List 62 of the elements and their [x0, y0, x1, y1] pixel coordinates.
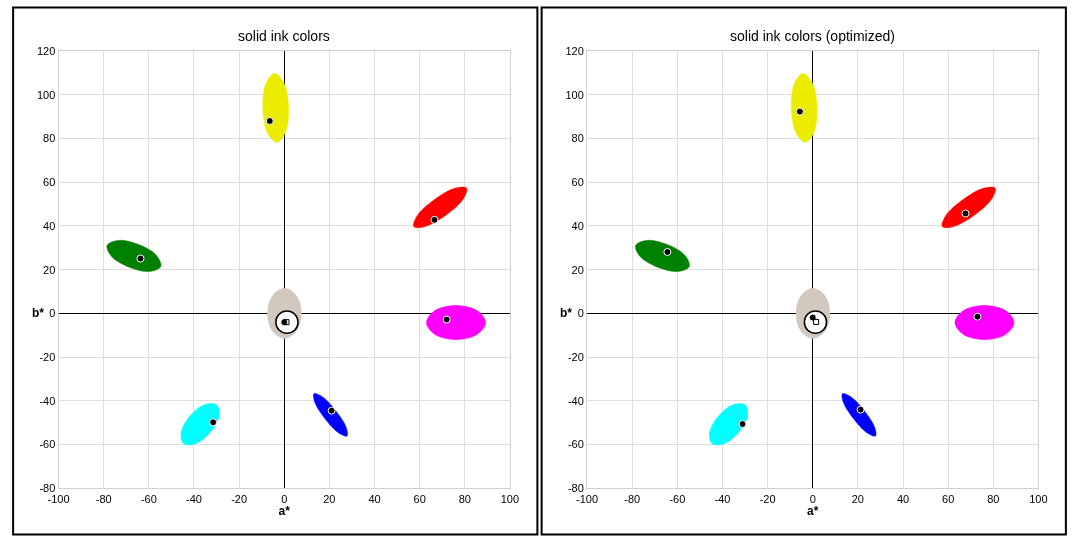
point	[795, 107, 804, 116]
point	[663, 247, 672, 256]
x-tick-label: -40	[186, 492, 202, 505]
x-tick-label: 0	[281, 492, 288, 505]
y-tick-label: 120	[37, 44, 56, 57]
y-tick-label: 80	[43, 132, 56, 145]
y-tick-label: 100	[37, 88, 56, 101]
y-tick-label: 0	[577, 307, 584, 320]
x-tick-label: 0	[809, 492, 816, 505]
x-tick-label: -100	[576, 492, 599, 505]
x-tick-label: 60	[942, 492, 955, 505]
x-tick-label: 40	[896, 492, 910, 505]
point	[430, 215, 439, 224]
x-tick-label: 20	[851, 492, 864, 505]
y-tick-label: 60	[571, 176, 584, 189]
y-tick-label: -20	[567, 350, 584, 363]
y-tick-label: 120	[565, 44, 584, 57]
x-tick-label: 80	[458, 492, 471, 505]
y-tick-label: 100	[565, 88, 584, 101]
y-tick-label: -80	[567, 482, 584, 495]
x-axis-title: a*	[278, 504, 291, 519]
point	[209, 418, 218, 427]
x-tick-label: 100	[1029, 492, 1048, 505]
point	[442, 315, 451, 324]
x-tick-label: -80	[624, 492, 641, 505]
chart-title: solid ink colors (optimized)	[730, 28, 895, 44]
y-axis-title: b*	[32, 306, 45, 320]
x-tick-label: -80	[95, 492, 112, 505]
y-tick-label: -60	[39, 438, 56, 451]
x-tick-label: -60	[140, 492, 157, 505]
y-axis-title: b*	[560, 306, 573, 320]
point	[738, 420, 747, 429]
x-tick-label: -40	[714, 492, 731, 505]
y-tick-label: -40	[39, 394, 56, 407]
x-axis-title: a*	[807, 504, 819, 519]
point	[973, 312, 982, 321]
point	[961, 209, 970, 218]
point	[856, 405, 865, 414]
x-tick-label: 60	[413, 492, 426, 505]
y-tick-label: 20	[571, 263, 584, 276]
x-tick-label: -20	[231, 492, 248, 505]
x-tick-label: 20	[323, 492, 336, 505]
y-tick-label: -80	[39, 482, 56, 495]
point	[265, 117, 274, 126]
y-tick-label: 0	[49, 307, 56, 320]
x-tick-label: -60	[669, 492, 686, 505]
x-tick-label: -100	[47, 492, 70, 505]
chart-title: solid ink colors	[238, 28, 330, 44]
point	[327, 406, 336, 415]
x-tick-label: -20	[759, 492, 776, 505]
point	[136, 254, 145, 263]
y-tick-label: 40	[571, 219, 584, 232]
y-tick-label: 20	[43, 263, 56, 276]
y-tick-label: -20	[39, 350, 56, 363]
y-tick-label: -60	[567, 438, 584, 451]
y-tick-label: 40	[43, 219, 56, 232]
y-tick-label: -40	[567, 394, 584, 407]
x-tick-label: 80	[987, 492, 1000, 505]
y-tick-label: 80	[571, 132, 584, 145]
y-tick-label: 60	[43, 176, 56, 189]
x-tick-label: 100	[500, 492, 520, 505]
x-tick-label: 40	[368, 492, 381, 505]
